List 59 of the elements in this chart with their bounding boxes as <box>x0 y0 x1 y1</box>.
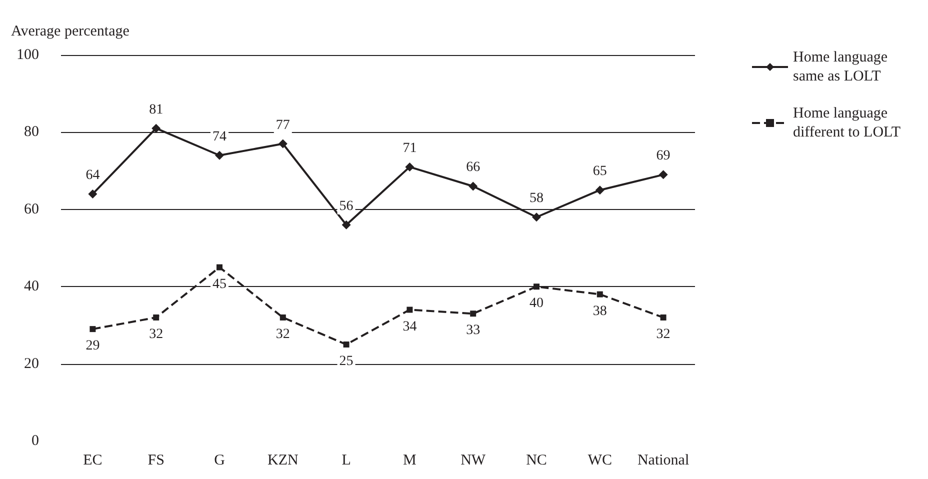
data-label: 64 <box>86 168 100 183</box>
data-label: 32 <box>276 326 290 342</box>
point <box>468 182 478 191</box>
x-tick-label: FS <box>148 452 164 468</box>
data-label: 45 <box>212 276 226 292</box>
data-label: 33 <box>466 323 480 338</box>
point <box>153 314 160 320</box>
data-label: 56 <box>339 198 354 214</box>
x-tick-label: NW <box>460 452 486 468</box>
data-label: 81 <box>149 102 164 118</box>
data-label: 69 <box>656 148 670 164</box>
point <box>278 139 288 148</box>
legend-label: Home language different to LOLT <box>793 106 900 140</box>
data-label: 32 <box>149 326 164 342</box>
data-label: 25 <box>339 354 354 369</box>
point <box>596 291 603 298</box>
x-tick-label: EC <box>83 452 102 468</box>
legend-label: Home language same as LOLT <box>793 50 892 84</box>
data-label: 38 <box>592 304 607 319</box>
point <box>216 264 222 270</box>
x-tick-label: KZN <box>267 452 298 468</box>
x-tick-label: L <box>342 452 351 468</box>
data-label: 58 <box>530 191 544 206</box>
point <box>534 284 540 290</box>
data-label: 34 <box>402 319 417 334</box>
x-tick-label: G <box>214 452 226 468</box>
x-tick-label: WC <box>588 452 612 468</box>
data-label: 40 <box>530 296 544 312</box>
y-axis-title: Average percentage <box>11 24 130 40</box>
point <box>342 220 351 230</box>
x-tick-label: NC <box>526 452 547 468</box>
data-label: 29 <box>86 338 100 354</box>
x-tick-label: M <box>403 452 416 468</box>
point <box>406 306 413 313</box>
point <box>595 186 604 195</box>
point <box>660 314 666 320</box>
point <box>658 170 668 180</box>
point <box>405 162 414 172</box>
point <box>152 124 161 133</box>
point <box>215 150 224 160</box>
y-tick-label: 100 <box>16 47 39 63</box>
point <box>343 342 350 348</box>
y-tick-label: 0 <box>32 433 39 449</box>
point <box>470 310 476 317</box>
y-tick-label: 80 <box>24 124 39 140</box>
y-tick-label: 20 <box>24 356 39 372</box>
data-label: 65 <box>592 164 607 180</box>
y-tick-label: 40 <box>24 278 39 295</box>
point <box>532 212 541 222</box>
data-label: 66 <box>466 160 480 176</box>
data-label: 77 <box>276 118 290 133</box>
y-tick-label: 60 <box>24 201 39 218</box>
point <box>280 314 286 320</box>
x-tick-label: National <box>637 452 690 468</box>
data-label: 74 <box>212 129 226 144</box>
data-label: 32 <box>656 326 670 342</box>
point <box>88 189 98 198</box>
data-label: 71 <box>402 140 417 156</box>
point <box>90 326 96 332</box>
